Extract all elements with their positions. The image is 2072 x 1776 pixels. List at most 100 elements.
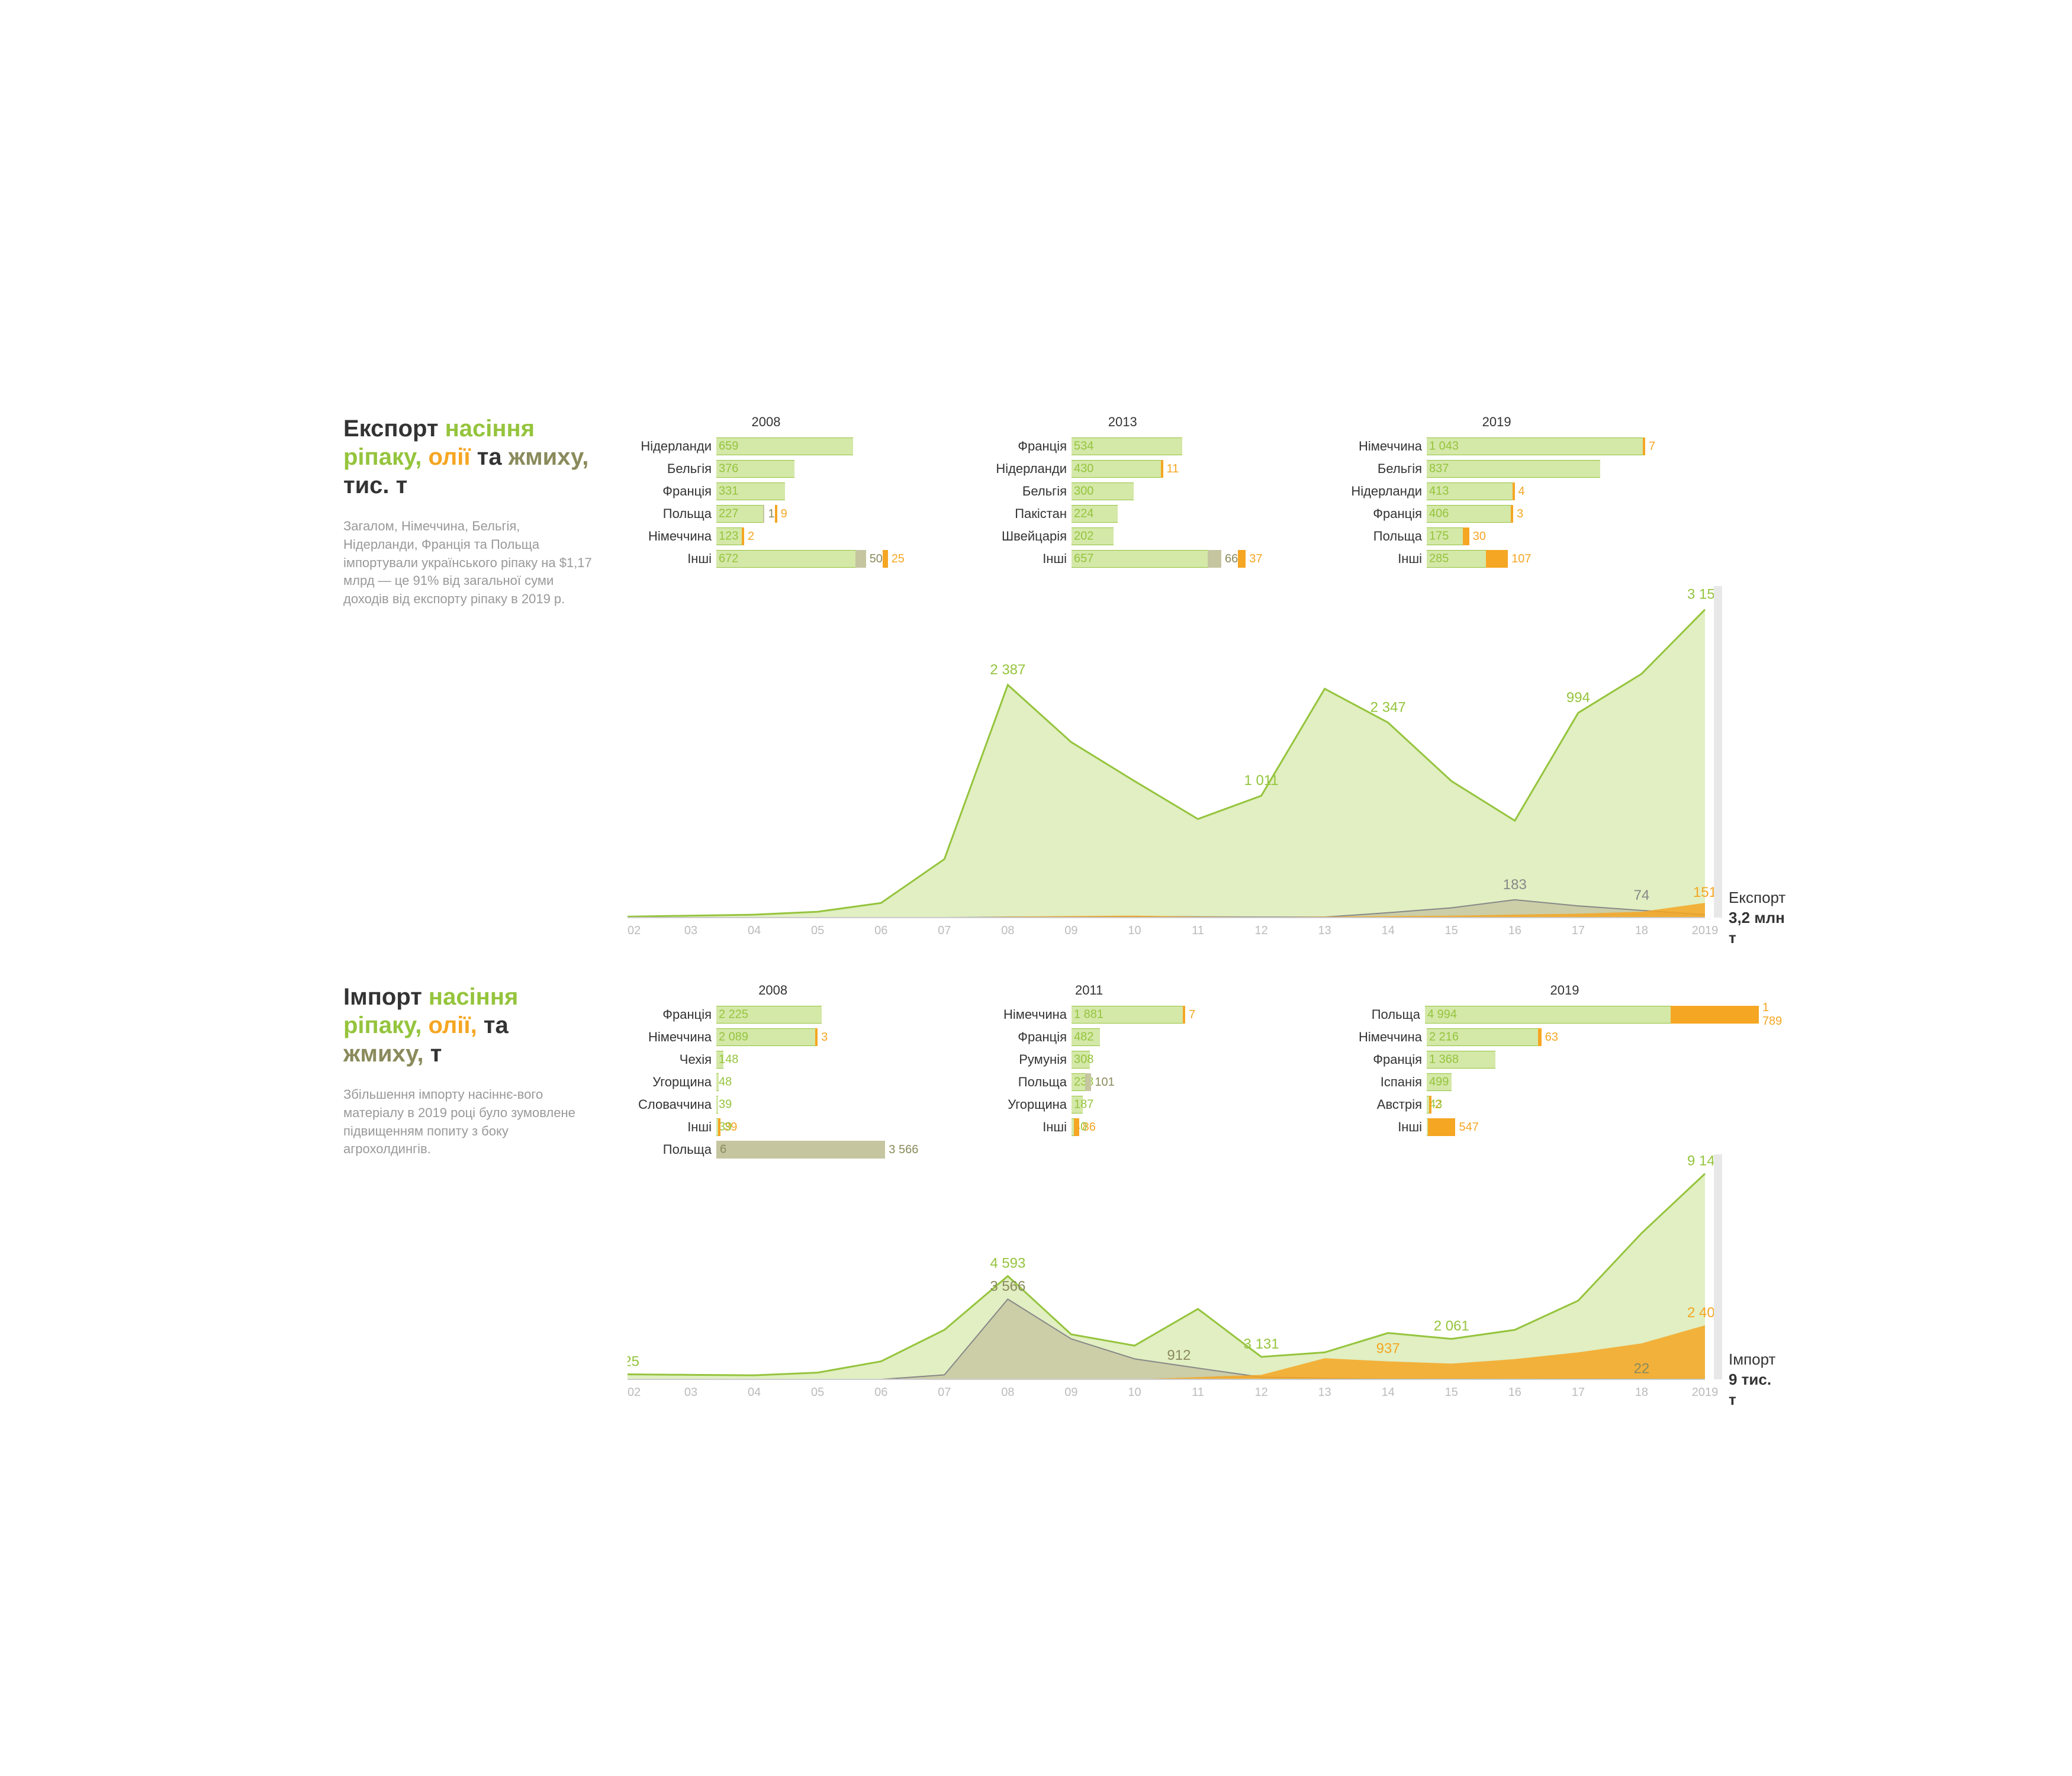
bar-seed: 227 — [716, 505, 763, 523]
breakdown-country: Польща — [1338, 1007, 1425, 1022]
breakdown-country: Пакістан — [983, 506, 1072, 522]
x-axis-label: 07 — [938, 1386, 951, 1399]
bar-seed: 202 — [1072, 527, 1114, 545]
breakdown-bars: 22719 — [716, 505, 787, 523]
title-part: тис. т — [343, 472, 407, 498]
breakdown-row: Бельгія300 — [983, 481, 1262, 502]
x-axis-label: 2019 — [1692, 1386, 1719, 1399]
peak-label: 994 — [1566, 690, 1590, 706]
breakdown-country: Франція — [1338, 1052, 1427, 1067]
breakdown-country: Румунія — [983, 1052, 1072, 1067]
breakdown-country: Франція — [983, 439, 1072, 454]
bar-seed: 430 — [1072, 460, 1161, 478]
export-section-title: Експорт насіння ріпаку, олії та жмиху, т… — [343, 414, 592, 500]
bar-seed: 175 — [1427, 527, 1463, 545]
breakdown-row: Інші4086 — [983, 1117, 1195, 1138]
bar-seed: 482 — [1072, 1028, 1100, 1046]
breakdown-row: Німеччина1 0437 — [1338, 436, 1655, 457]
bar-value: 227 — [719, 507, 738, 521]
x-axis-label: 09 — [1064, 924, 1077, 937]
x-axis-label: 14 — [1382, 1386, 1395, 1399]
import-section-breakdown-2008: 2008Франція2 225Німеччина2 0893Чехія148У… — [628, 983, 918, 1162]
breakdown-year-label: 2011 — [983, 983, 1195, 998]
peak-label: 3 131 — [1244, 1336, 1279, 1352]
bar-oil — [815, 1028, 818, 1046]
bar-oil — [1671, 1006, 1759, 1024]
import-section: Імпорт насіння ріпаку, олії, та жмиху, т… — [343, 983, 1729, 1409]
bar-value-after: 2 — [748, 530, 754, 543]
x-axis-label: 2002 — [628, 924, 641, 937]
bar-seed: 4 994 — [1425, 1006, 1671, 1024]
breakdown-country: Австрія — [1338, 1097, 1427, 1112]
x-axis-label: 16 — [1508, 1386, 1521, 1399]
breakdown-country: Польща — [1338, 529, 1427, 544]
bar-oil — [1429, 1096, 1431, 1114]
area-svg: 2254 5933 5669123 1319372 061229 1422 40… — [628, 1154, 1740, 1409]
breakdown-bars: 432 — [1427, 1096, 1442, 1114]
peak-label: 2 061 — [1434, 1318, 1469, 1334]
bar-seed: 534 — [1072, 437, 1182, 455]
bar-seed: 187 — [1072, 1096, 1083, 1114]
x-axis-label: 05 — [811, 1386, 824, 1399]
x-axis-label: 08 — [1001, 924, 1014, 937]
bar-value-after: 107 — [1511, 552, 1531, 566]
bar-oil — [1161, 460, 1163, 478]
breakdown-row: Польща175 30 — [1338, 526, 1655, 547]
breakdown-row: Франція482 — [983, 1027, 1195, 1048]
breakdown-bars: 300 — [1072, 482, 1134, 500]
breakdown-row: Німеччина1 8817 — [983, 1004, 1195, 1025]
breakdown-bars: 4063 — [1427, 505, 1523, 523]
breakdown-country: Франція — [628, 484, 716, 499]
bar-seed: 2 089 — [716, 1028, 815, 1046]
x-axis-label: 2019 — [1692, 924, 1719, 937]
x-axis-label: 15 — [1445, 924, 1458, 937]
export-section-right-bar — [1714, 586, 1722, 918]
breakdown-row: Румунія308 — [983, 1049, 1195, 1070]
breakdown-country: Угорщина — [628, 1074, 716, 1090]
export-section-title-block: Експорт насіння ріпаку, олії та жмиху, т… — [343, 414, 592, 609]
breakdown-row: Нідерланди4134 — [1338, 481, 1655, 502]
breakdown-row: Інші6725025 — [628, 548, 905, 570]
bar-value: 659 — [719, 440, 738, 453]
title-part: олії, — [428, 1012, 483, 1038]
bar-oil — [742, 527, 744, 545]
x-axis-label: 04 — [748, 1386, 761, 1399]
bar-seed: 39 — [716, 1096, 718, 1114]
seed-area — [628, 610, 1705, 918]
x-axis-label: 14 — [1382, 924, 1395, 937]
import-section-summary: Імпорт9 тис. т — [1729, 1350, 1775, 1410]
breakdown-country: Бельгія — [1338, 461, 1427, 477]
bar-oil — [718, 1118, 720, 1136]
bar-value-after: 7 — [1649, 440, 1655, 453]
bar-value-after: 37 — [1249, 552, 1262, 566]
title-part: т — [430, 1041, 442, 1067]
breakdown-year-label: 2019 — [1338, 983, 1791, 998]
breakdown-bars: 1 368 — [1427, 1051, 1495, 1069]
breakdown-bars: 6725025 — [716, 550, 905, 568]
import-section-area-chart: 2254 5933 5669123 1319372 061229 1422 40… — [628, 1154, 1740, 1412]
bar-seed: 123 — [716, 527, 742, 545]
x-axis-label: 12 — [1254, 924, 1267, 937]
breakdown-year-label: 2019 — [1338, 414, 1655, 430]
bar-oil — [1183, 1006, 1185, 1024]
bar-value: 224 — [1074, 507, 1093, 521]
bar-value: 1 881 — [1074, 1008, 1103, 1022]
x-axis-label: 09 — [1064, 1386, 1077, 1399]
bar-value: 300 — [1074, 485, 1093, 498]
bar-value-after: 547 — [1459, 1121, 1478, 1134]
x-axis-label: 17 — [1572, 924, 1585, 937]
export-section-area-chart: 2 3871 0112 3479943 15918374151200203040… — [628, 586, 1740, 950]
breakdown-bars: 1 0437 — [1427, 437, 1655, 455]
export-section-subtitle: Загалом, Німеччина, Бельгія, Нідерланди,… — [343, 517, 592, 609]
breakdown-row: Інші285107 — [1338, 548, 1655, 570]
breakdown-row: Німеччина1232 — [628, 526, 905, 547]
summary-value: 9 тис. т — [1729, 1370, 1771, 1408]
import-section-breakdown-2011: 2011 Німеччина1 8817Франція482Румунія308 П… — [983, 983, 1195, 1139]
bar-oil — [1463, 527, 1469, 545]
breakdown-bars: 202 — [1072, 527, 1114, 545]
breakdown-row: Франція1 368 — [1338, 1049, 1791, 1070]
breakdown-country: Польща — [983, 1074, 1072, 1090]
peak-label: 3 566 — [990, 1278, 1025, 1294]
seed-area — [628, 1174, 1705, 1379]
bar-value-after: 30 — [1473, 530, 1486, 543]
